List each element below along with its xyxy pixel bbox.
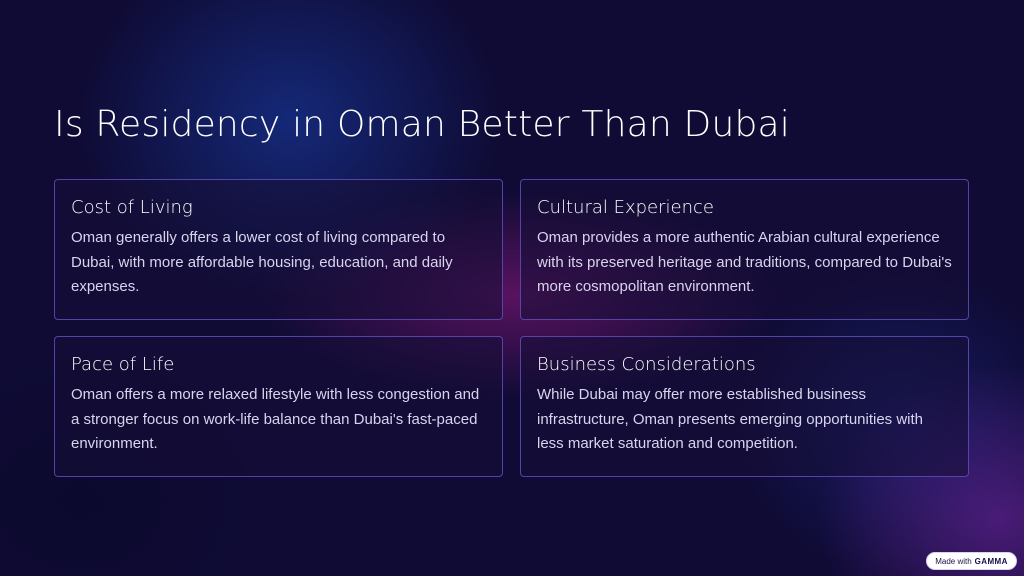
card-cost-of-living: Cost of Living Oman generally offers a l… bbox=[54, 179, 503, 320]
gamma-logo: GAMMA bbox=[974, 556, 1008, 566]
card-title: Cultural Experience bbox=[537, 197, 714, 218]
card-pace-of-life: Pace of Life Oman offers a more relaxed … bbox=[54, 336, 503, 477]
card-body: Oman offers a more relaxed lifestyle wit… bbox=[71, 386, 480, 452]
card-business-considerations: Business Considerations While Dubai may … bbox=[520, 336, 969, 477]
card-title: Business Considerations bbox=[537, 354, 756, 375]
badge-prefix: Made with bbox=[935, 556, 972, 566]
card-body: Oman provides a more authentic Arabian c… bbox=[537, 229, 952, 295]
card-title: Cost of Living bbox=[71, 197, 193, 218]
card-title: Pace of Life bbox=[71, 354, 175, 375]
card-body: Oman generally offers a lower cost of li… bbox=[71, 229, 453, 295]
made-with-gamma-badge[interactable]: Made with GAMMA bbox=[926, 552, 1017, 570]
card-cultural-experience: Cultural Experience Oman provides a more… bbox=[520, 179, 969, 320]
card-body: While Dubai may offer more established b… bbox=[537, 386, 924, 452]
slide-title: Is Residency in Oman Better Than Dubai bbox=[54, 104, 790, 145]
